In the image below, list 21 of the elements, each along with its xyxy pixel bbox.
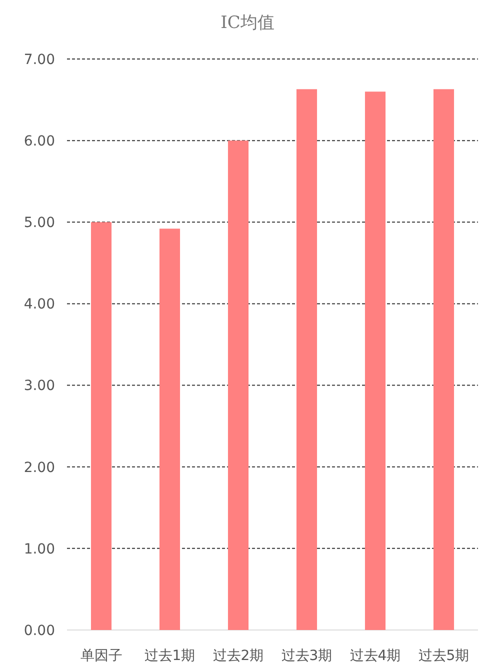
bar — [228, 140, 249, 630]
y-tick-label: 0.00 — [24, 622, 55, 639]
x-tick-label: 过去3期 — [281, 648, 332, 664]
y-tick-label: 7.00 — [24, 52, 55, 68]
bar — [364, 92, 386, 630]
x-tick-label: 过去5期 — [418, 648, 470, 664]
y-tick-label: 1.00 — [24, 541, 55, 558]
y-tick-label: 2.00 — [24, 460, 55, 476]
bar — [159, 228, 180, 630]
x-tick-label: 过去2期 — [212, 648, 264, 664]
x-tick-label: 过去1期 — [144, 648, 196, 664]
y-tick-label: 5.00 — [24, 215, 55, 232]
y-tick-label: 4.00 — [24, 296, 55, 313]
x-tick-label: 过去4期 — [350, 648, 401, 664]
x-tick-label: 单因子 — [80, 648, 122, 664]
chart-title: IC均值 — [220, 13, 274, 33]
bar — [433, 89, 454, 630]
bar — [90, 222, 112, 630]
y-tick-label: 6.00 — [24, 133, 55, 150]
y-tick-label: 3.00 — [24, 378, 55, 394]
bar — [296, 89, 318, 630]
